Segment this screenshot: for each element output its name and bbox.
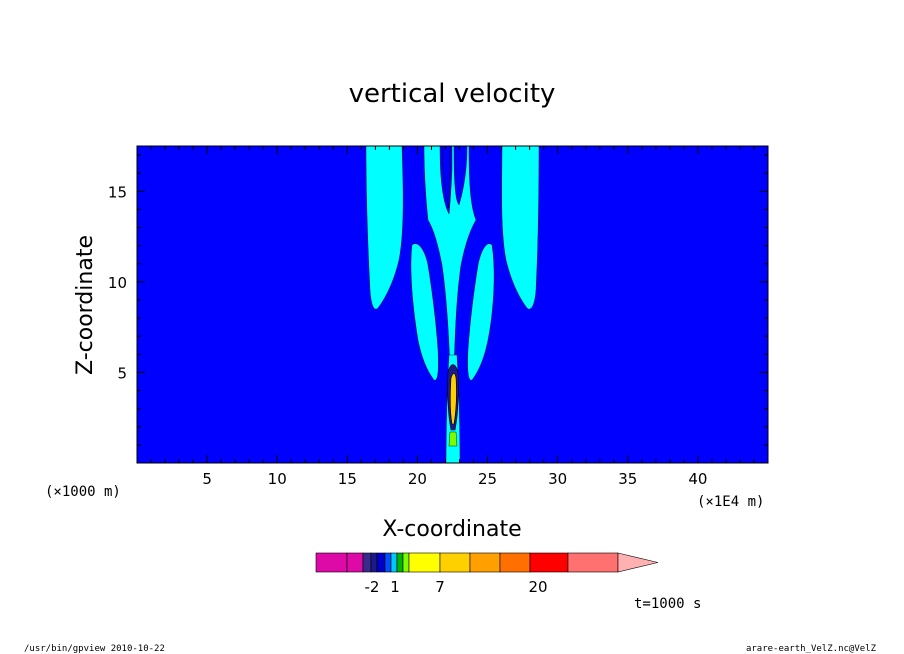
colorbar-segment <box>315 552 348 573</box>
footer-right: arare-earth_VelZ.nc@VelZ <box>746 644 877 654</box>
colorbar-segment <box>390 552 398 573</box>
y-tick-label: 10 <box>108 274 127 292</box>
x-tick-label: 10 <box>268 470 287 488</box>
x-tick-label: 35 <box>618 470 637 488</box>
colorbar-tick-labels: -2 1 7 20 <box>365 578 548 596</box>
time-label: t=1000 s <box>634 596 701 612</box>
x-tick-label: 20 <box>408 470 427 488</box>
plot-frame <box>136 145 769 464</box>
updraft-contour-left-outer <box>365 145 404 310</box>
colorbar-segment <box>567 552 619 573</box>
colorbar-segment <box>370 552 378 573</box>
plot-area <box>136 145 769 464</box>
x-tick-label: 5 <box>202 470 212 488</box>
colorbar-arrow <box>617 552 659 573</box>
colorbar-segment <box>529 552 569 573</box>
colorbar-segment <box>396 552 404 573</box>
colorbar-segment <box>362 552 372 573</box>
updraft-contour-channel-right <box>453 145 468 206</box>
x-tick-label: 15 <box>338 470 357 488</box>
x-tick-label: 40 <box>688 470 707 488</box>
y-axis: 5 10 15 <box>108 154 768 446</box>
x-unit-left: (×1000 m) <box>45 484 121 500</box>
updraft-contour-center <box>423 145 477 371</box>
colorbar-tick-label: 1 <box>390 578 400 596</box>
y-tick-label: 5 <box>117 364 127 382</box>
colorbar-segment <box>346 552 364 573</box>
chart-title: vertical velocity <box>349 79 556 109</box>
colorbar-segment <box>469 552 501 573</box>
x-unit-right: (×1E4 m) <box>697 494 764 510</box>
colorbar-tick-label: 20 <box>528 578 547 596</box>
colorbar-segment <box>376 552 386 573</box>
x-axis: 5 10 15 20 25 30 35 40 <box>150 146 755 488</box>
colorbar-tick-label: -2 <box>365 578 380 596</box>
updraft-contour-channel <box>441 145 451 209</box>
updraft-contour-left-lobe <box>410 243 439 381</box>
x-tick-label: 30 <box>548 470 567 488</box>
footer-left: /usr/bin/gpview 2010-10-22 <box>24 644 165 654</box>
updraft-core-base <box>448 431 458 447</box>
colorbar-tick-label: 7 <box>435 578 445 596</box>
x-tick-label: 25 <box>478 470 497 488</box>
colorbar-segment <box>384 552 392 573</box>
colorbar <box>315 552 659 573</box>
x-axis-label: X-coordinate <box>382 517 521 542</box>
updraft-core <box>450 373 457 425</box>
colorbar-segment <box>402 552 410 573</box>
y-axis-label: Z-coordinate <box>73 235 98 375</box>
colorbar-segment <box>499 552 531 573</box>
y-tick-label: 15 <box>108 183 127 201</box>
colorbar-segment <box>408 552 441 573</box>
updraft-contour-right-outer <box>501 145 540 310</box>
colorbar-segment <box>439 552 471 573</box>
updraft-contour-right-lobe <box>467 243 495 381</box>
